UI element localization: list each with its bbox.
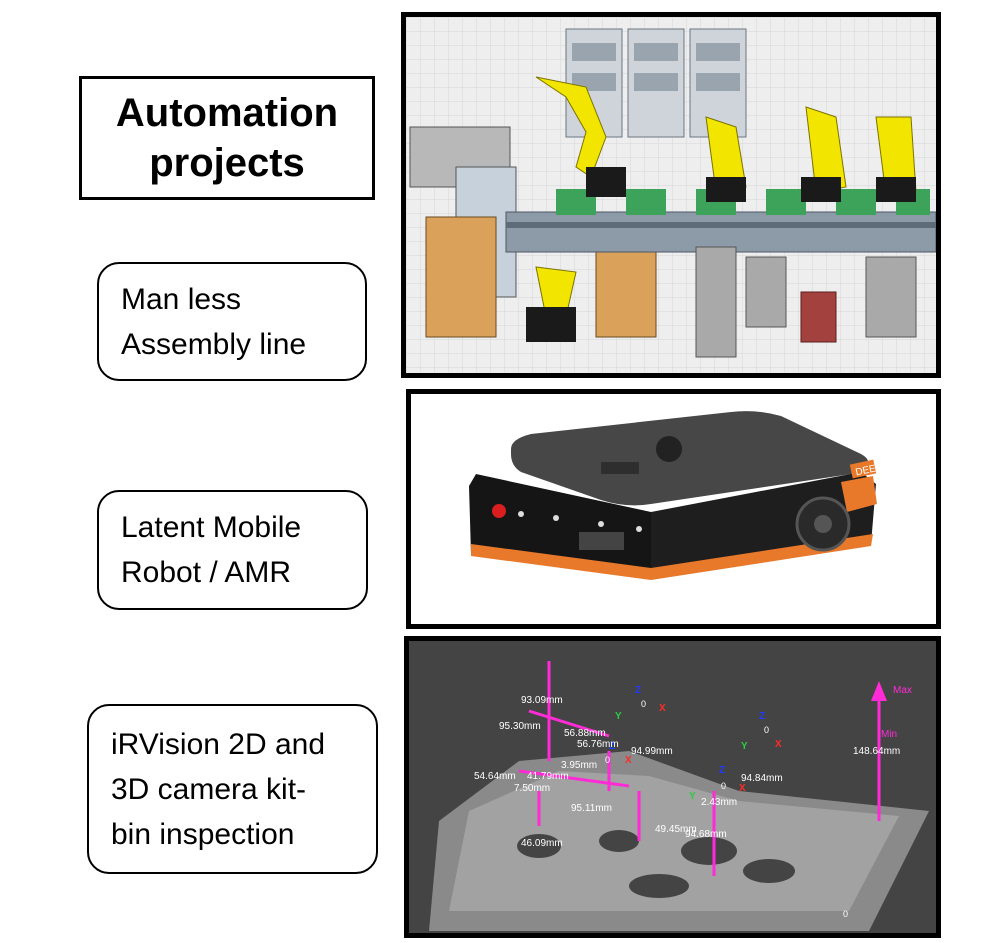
measurement-label: 41.79mm xyxy=(527,771,569,782)
amr-orange-corner xyxy=(841,476,877,512)
yellow-robots xyxy=(535,76,917,318)
assembly-line-image xyxy=(401,12,941,378)
axis-z-label: Z xyxy=(635,685,641,696)
axis-x-label: X xyxy=(775,739,782,750)
label-vision: iRVision 2D and 3D camera kit- bin inspe… xyxy=(87,704,378,874)
title-box: Automation projects xyxy=(79,76,375,200)
amr-emergency-stop xyxy=(492,504,506,518)
vision-illustration: Z Y X Z Y X Z Y X Z X 0 0 0 0 0 93.09mm … xyxy=(429,661,929,931)
measurement-label: 95.11mm xyxy=(571,803,612,814)
axis-x-label: X xyxy=(659,703,666,714)
point-cloud-holes xyxy=(517,830,795,898)
max-marker xyxy=(871,681,887,701)
measurement-label: 93.09mm xyxy=(521,695,563,706)
axis-x-label: X xyxy=(625,755,632,766)
zero-markers: 0 0 0 0 0 xyxy=(605,699,848,919)
amr-button xyxy=(598,521,604,527)
axis-y-label: Y xyxy=(741,741,748,752)
axis-markers: Z Y X Z Y X Z Y X Z X xyxy=(609,685,782,802)
zero-marker: 0 xyxy=(721,781,726,791)
measurement-label: 148.64mm xyxy=(853,746,900,757)
amr-badge-bg xyxy=(849,459,877,479)
measurement-label: 94.99mm xyxy=(631,746,673,757)
lower-stations xyxy=(695,246,917,358)
assembly-line-illustration xyxy=(406,17,936,373)
amr-button xyxy=(553,515,559,521)
electrical-cabinets xyxy=(565,28,747,138)
label-amr: Latent Mobile Robot / AMR xyxy=(97,490,368,610)
amr-display-slot xyxy=(601,462,639,474)
amr-button xyxy=(636,526,642,532)
measurement-label: 49.45mm xyxy=(655,824,697,835)
label-assembly-line-text: Man less Assembly line xyxy=(121,282,307,361)
measurement-label: 46.09mm xyxy=(521,838,563,849)
axis-z-label: Z xyxy=(609,741,615,752)
zero-marker: 0 xyxy=(764,725,769,735)
max-label: Max xyxy=(893,685,912,696)
amr-illustration: DEEE xyxy=(469,411,884,580)
measurement-label: 95.30mm xyxy=(499,721,541,732)
measurement-labels: 93.09mm 95.30mm 56.88mm 56.76mm 3.95mm 9… xyxy=(474,695,900,849)
conveyor-line xyxy=(505,189,936,253)
zero-marker: 0 xyxy=(605,755,610,765)
amr-port xyxy=(579,532,624,550)
measurement-label: 56.88mm xyxy=(564,728,606,739)
measurement-label: 94.84mm xyxy=(741,773,783,784)
vision-image: Z Y X Z Y X Z Y X Z X 0 0 0 0 0 93.09mm … xyxy=(404,636,941,938)
amr-image: DEEE xyxy=(406,389,941,629)
measurement-label: 2.43mm xyxy=(701,797,737,808)
amr-top-deck xyxy=(511,411,869,506)
measurement-label: 56.76mm xyxy=(577,739,619,750)
measurement-label: 54.64mm xyxy=(474,771,516,782)
measurement-lines xyxy=(518,661,881,876)
measurement-label: 3.95mm xyxy=(561,760,597,771)
amr-button xyxy=(518,511,524,517)
zero-marker: 0 xyxy=(843,909,848,919)
axis-y-label: Y xyxy=(689,791,696,802)
label-assembly-line: Man less Assembly line xyxy=(97,262,367,381)
robot-bases xyxy=(526,167,916,342)
axis-z-label: Z xyxy=(719,765,725,776)
zero-marker: 0 xyxy=(641,699,646,709)
page-title: Automation projects xyxy=(115,91,339,185)
measurement-label: 7.50mm xyxy=(514,783,550,794)
axis-x-label: X xyxy=(739,783,746,794)
red-cart xyxy=(800,291,837,343)
axis-y-label: Y xyxy=(615,711,622,722)
amr-top-hole xyxy=(656,436,682,462)
amr-orange-stripe-front xyxy=(471,544,651,580)
min-label: Min xyxy=(881,729,897,740)
label-amr-text: Latent Mobile Robot / AMR xyxy=(121,511,302,589)
measurement-label: 94.68mm xyxy=(685,829,727,840)
axis-z-label: Z xyxy=(759,711,765,722)
label-vision-text: iRVision 2D and 3D camera kit- bin inspe… xyxy=(111,727,326,851)
